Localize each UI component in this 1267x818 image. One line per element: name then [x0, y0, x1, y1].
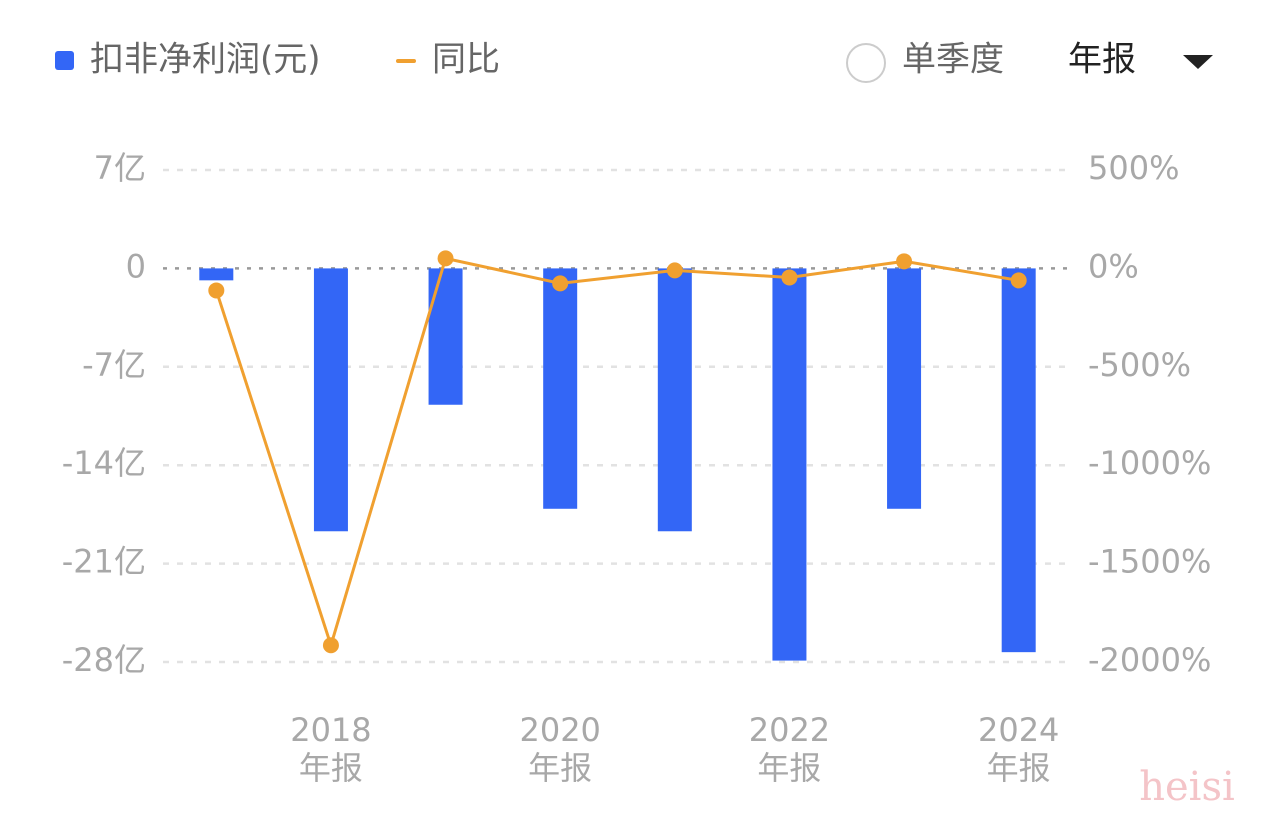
bar: [199, 268, 234, 281]
y2-tick-label: -1000%: [1088, 444, 1211, 482]
legend-swatch: [55, 51, 74, 70]
y-tick-label: -14亿: [62, 444, 146, 482]
y-tick-label: -21亿: [62, 543, 146, 581]
y2-tick-label: -500%: [1088, 346, 1191, 384]
line-point: [437, 250, 454, 267]
radio-button[interactable]: [846, 43, 886, 83]
y-tick-label: -7亿: [82, 346, 146, 384]
line-point: [208, 282, 225, 299]
period-select[interactable]: 年报: [1068, 40, 1136, 80]
y2-tick-label: -2000%: [1088, 641, 1211, 679]
bar: [887, 268, 922, 509]
line: [214, 256, 1019, 651]
bar: [1001, 268, 1036, 653]
x-tick-label: 2024 年报: [978, 711, 1059, 787]
y2-tick-label: -1500%: [1088, 543, 1211, 581]
line-point: [552, 275, 569, 292]
line-point: [322, 637, 339, 654]
line-point: [666, 262, 683, 279]
y2-tick-label: 500%: [1088, 149, 1179, 187]
radio-label[interactable]: 单季度: [902, 40, 1004, 80]
legend-label: 扣非净利润(元): [90, 40, 321, 80]
bar: [428, 268, 463, 405]
bar: [313, 268, 348, 532]
bar: [543, 268, 578, 509]
x-tick-label: 2022 年报: [749, 711, 830, 787]
y-tick-label: 0: [126, 247, 146, 285]
legend-label: 同比: [432, 40, 500, 80]
y-tick-label: 7亿: [94, 149, 146, 187]
watermark: heisi: [1139, 764, 1235, 810]
x-tick-label: 2018 年报: [290, 711, 371, 787]
x-tick-label: 2020 年报: [519, 711, 600, 787]
y-tick-label: -28亿: [62, 641, 146, 679]
dropdown-arrow[interactable]: [1183, 55, 1213, 69]
y2-tick-label: 0%: [1088, 247, 1139, 285]
line-point: [781, 269, 798, 286]
line-point: [896, 253, 913, 270]
bar: [657, 268, 692, 532]
line-point: [1010, 272, 1027, 289]
bar: [772, 268, 807, 661]
